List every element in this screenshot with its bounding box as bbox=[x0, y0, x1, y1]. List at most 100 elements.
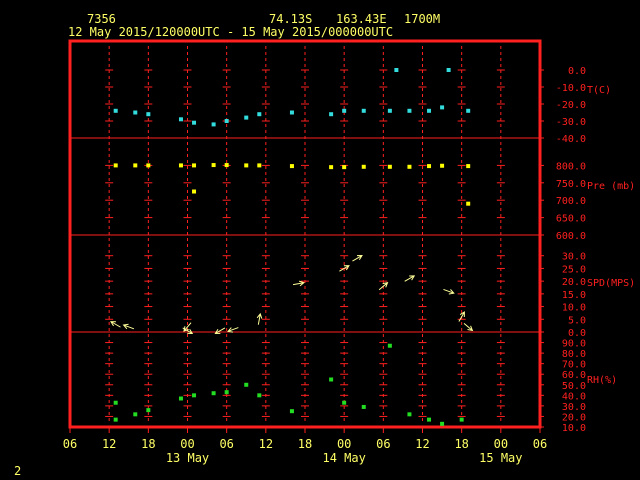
time-period: 12 May 2015/120000UTC - 15 May 2015/0000… bbox=[68, 25, 394, 39]
wind-arrow bbox=[227, 327, 239, 333]
wind-arrow bbox=[463, 322, 474, 332]
pres-point bbox=[466, 164, 471, 169]
panel-label: T(C) bbox=[587, 85, 611, 96]
y-tick-label: 20.0 bbox=[562, 412, 586, 423]
temp-point bbox=[224, 119, 229, 123]
y-tick-label: 80.0 bbox=[562, 349, 586, 360]
y-tick-label: 40.0 bbox=[562, 391, 586, 402]
wind-arrow bbox=[214, 327, 226, 335]
pres-point bbox=[289, 164, 294, 169]
wind-arrow bbox=[443, 288, 455, 295]
pres-point bbox=[244, 163, 249, 168]
y-tick-label: 600.0 bbox=[556, 231, 586, 242]
temp-point bbox=[113, 108, 118, 113]
wind-arrow bbox=[352, 254, 363, 262]
pres-point bbox=[192, 189, 197, 194]
rh-point bbox=[427, 417, 432, 422]
rh-point bbox=[244, 382, 249, 387]
station-lat: 74.13S bbox=[269, 12, 313, 26]
rh-point bbox=[440, 421, 445, 426]
y-tick-label: 30.0 bbox=[562, 252, 586, 263]
wind-arrow bbox=[183, 322, 192, 332]
day-label: 15 May bbox=[479, 451, 522, 465]
y-tick-label: 15.0 bbox=[562, 290, 586, 301]
temp-point bbox=[289, 110, 294, 115]
temp-point bbox=[361, 108, 366, 113]
pres-point bbox=[211, 163, 216, 168]
y-tick-label: 0.0 bbox=[568, 66, 586, 77]
x-tick-label: 06 bbox=[63, 437, 77, 451]
y-tick-label: 750.0 bbox=[556, 179, 586, 190]
pres-point bbox=[178, 163, 183, 168]
pres-point bbox=[407, 164, 412, 169]
wind-arrow bbox=[256, 312, 263, 325]
panel-label: SPD(MPS) bbox=[587, 278, 635, 289]
x-tick-label: 06 bbox=[533, 437, 547, 451]
pres-point bbox=[427, 164, 432, 169]
x-tick-label: 12 bbox=[259, 437, 273, 451]
x-tick-label: 18 bbox=[141, 437, 155, 451]
x-tick-label: 00 bbox=[337, 437, 351, 451]
y-tick-label: 20.0 bbox=[562, 277, 586, 288]
y-tick-label: 30.0 bbox=[562, 402, 586, 413]
pres-point bbox=[192, 163, 197, 168]
rh-point bbox=[257, 393, 262, 398]
rh-point bbox=[133, 412, 138, 417]
wind-arrow bbox=[378, 282, 389, 291]
y-tick-label: -20.0 bbox=[556, 100, 586, 111]
day-label: 14 May bbox=[322, 451, 365, 465]
pres-point bbox=[387, 164, 392, 169]
pres-point bbox=[257, 163, 262, 168]
pres-point bbox=[224, 163, 229, 168]
x-tick-label: 12 bbox=[415, 437, 429, 451]
rh-point bbox=[387, 343, 392, 348]
x-tick-label: 12 bbox=[102, 437, 116, 451]
rh-point bbox=[113, 417, 118, 422]
y-tick-label: 60.0 bbox=[562, 370, 586, 381]
temp-point bbox=[211, 122, 216, 127]
rh-point bbox=[146, 408, 151, 413]
temp-point bbox=[387, 108, 392, 113]
rh-point bbox=[459, 417, 464, 422]
pres-point bbox=[133, 163, 138, 168]
temp-point bbox=[329, 112, 334, 117]
x-tick-label: 06 bbox=[376, 437, 390, 451]
y-tick-label: -30.0 bbox=[556, 117, 586, 128]
station-lon: 163.43E bbox=[336, 12, 387, 26]
wind-arrow bbox=[122, 323, 135, 330]
rh-point bbox=[224, 390, 229, 395]
temp-point bbox=[192, 120, 197, 125]
rh-point bbox=[289, 409, 294, 414]
temp-point bbox=[146, 112, 151, 117]
pres-point bbox=[361, 164, 366, 169]
y-tick-label: 650.0 bbox=[556, 214, 586, 225]
pres-point bbox=[113, 163, 118, 168]
rh-point bbox=[342, 400, 347, 405]
panel-label: Pre (mb) bbox=[587, 181, 635, 192]
page-number: 2 bbox=[14, 464, 22, 478]
rh-point bbox=[329, 377, 334, 382]
wind-arrow bbox=[110, 321, 121, 328]
y-tick-label: -40.0 bbox=[556, 134, 586, 145]
temp-point bbox=[133, 110, 138, 115]
y-tick-label: 700.0 bbox=[556, 196, 586, 207]
temp-point bbox=[440, 105, 445, 110]
station-id: 7356 bbox=[87, 12, 116, 26]
y-tick-label: 5.0 bbox=[568, 315, 586, 326]
wind-arrow bbox=[404, 275, 416, 282]
y-tick-label: -10.0 bbox=[556, 83, 586, 94]
temp-point bbox=[394, 68, 399, 72]
y-tick-label: 800.0 bbox=[556, 161, 586, 172]
station-elevation: 1700M bbox=[404, 12, 441, 26]
rh-point bbox=[178, 396, 183, 401]
wind-arrow bbox=[458, 311, 465, 322]
temp-point bbox=[407, 108, 412, 113]
pres-point bbox=[440, 163, 445, 168]
temp-point bbox=[178, 117, 183, 122]
x-tick-label: 06 bbox=[219, 437, 233, 451]
temp-point bbox=[427, 108, 432, 113]
y-tick-label: 25.0 bbox=[562, 264, 586, 275]
pres-point bbox=[329, 165, 334, 170]
pres-point bbox=[466, 201, 471, 206]
temp-point bbox=[244, 115, 249, 120]
